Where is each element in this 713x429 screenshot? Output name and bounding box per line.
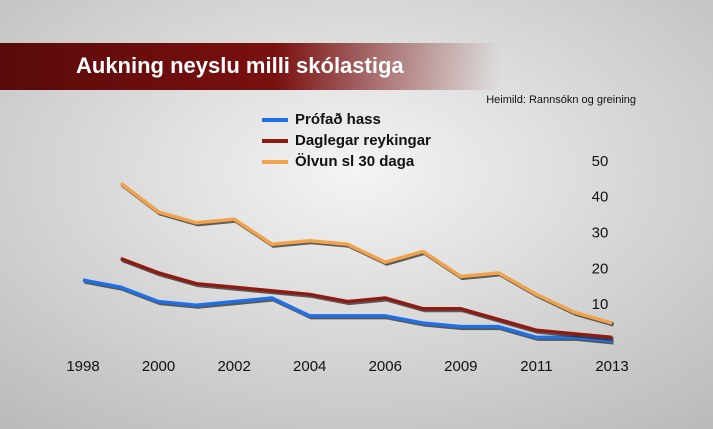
y-tick-label: 40 (592, 189, 609, 206)
series-line (120, 256, 613, 340)
y-tick-label: 20 (592, 260, 609, 277)
y-tick-label: 10 (592, 296, 609, 313)
series-line (82, 278, 613, 343)
title-banner (0, 43, 500, 90)
x-tick-label: 2006 (369, 358, 402, 375)
chart-title: Aukning neyslu milli skólastiga (76, 53, 404, 78)
series-line (119, 182, 613, 325)
x-tick-label: 2000 (142, 358, 175, 375)
legend-label: Ölvun sl 30 daga (295, 153, 415, 170)
x-tick-label: 2011 (520, 358, 552, 375)
x-tick-label: 2004 (293, 358, 326, 375)
x-tick-label: 2013 (595, 358, 628, 375)
legend-label: Prófað hass (295, 111, 381, 128)
x-tick-label: 1998 (66, 358, 99, 375)
y-tick-label: 30 (592, 225, 609, 242)
source: Heimild: Rannsókn og greining (486, 94, 636, 106)
legend-label: Daglegar reykingar (295, 132, 431, 149)
y-tick-label: 50 (592, 153, 609, 170)
x-tick-label: 2009 (444, 358, 477, 375)
x-tick-label: 2002 (217, 358, 250, 375)
